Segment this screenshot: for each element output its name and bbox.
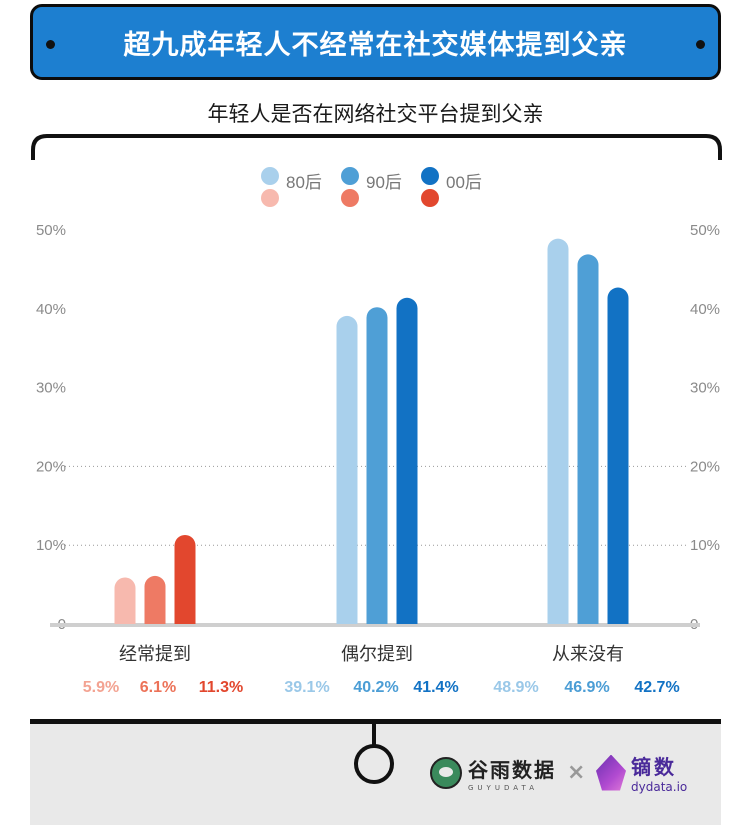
footer-stem — [372, 724, 376, 746]
y-tick-label-right: 20% — [690, 458, 720, 475]
bar-base — [366, 613, 388, 624]
bar-base — [607, 613, 629, 624]
dydata-sub: dydata.io — [631, 780, 688, 794]
dydata-logo: 镝数 dydata.io — [596, 751, 687, 794]
y-tick-label-left: 50% — [36, 222, 66, 239]
y-tick-label-left: 30% — [36, 380, 66, 397]
banner-title: 超九成年轻人不经常在社交媒体提到父亲 — [123, 29, 628, 61]
bar-base — [174, 613, 196, 624]
data-label: 48.9% — [493, 679, 538, 696]
bar — [607, 287, 629, 624]
data-label: 5.9% — [83, 679, 119, 696]
chart-area: 0010%10%20%20%30%30%40%40%50%50%80后90后00… — [31, 134, 722, 696]
data-label: 41.4% — [413, 679, 458, 696]
banner-dot-right — [696, 40, 705, 49]
bar-base — [577, 613, 599, 624]
bar — [336, 315, 358, 624]
bar — [366, 307, 388, 624]
x-category-label: 从来没有 — [552, 644, 624, 664]
banner-dot-left — [46, 40, 55, 49]
data-label: 42.7% — [634, 679, 679, 696]
guyu-bird-icon — [430, 757, 462, 789]
y-tick-label-right: 50% — [690, 222, 720, 239]
bar — [577, 254, 599, 625]
chart-title: 年轻人是否在网络社交平台提到父亲 — [207, 102, 544, 126]
data-label: 46.9% — [564, 679, 609, 696]
data-label: 40.2% — [353, 679, 398, 696]
bar-base — [396, 613, 418, 624]
bar-base — [144, 613, 166, 624]
cross-icon: × — [567, 760, 586, 785]
x-category-label: 经常提到 — [119, 644, 191, 664]
bar-base — [336, 613, 358, 624]
legend-swatch-red — [341, 189, 359, 207]
y-tick-label-left: 20% — [36, 458, 66, 475]
chart-frame-bracket — [31, 134, 722, 160]
footer-ring-icon — [354, 744, 394, 784]
data-label: 11.3% — [199, 679, 243, 696]
dydata-flame-icon — [596, 754, 626, 791]
guyu-sub: GUYUDATA — [468, 784, 538, 792]
bar-base — [547, 613, 569, 624]
bar — [114, 577, 136, 624]
guyu-name: 谷雨数据 — [468, 758, 556, 782]
legend-swatch-red — [261, 189, 279, 207]
footer-divider — [30, 719, 721, 724]
y-tick-label-right: 40% — [690, 301, 720, 318]
legend-swatch-blue — [261, 167, 279, 185]
y-tick-label-left: 10% — [36, 537, 66, 554]
dydata-name: 镝数 — [631, 755, 677, 779]
legend-swatch-blue — [421, 167, 439, 185]
data-label: 6.1% — [140, 679, 176, 696]
bar — [547, 238, 569, 624]
bar — [174, 534, 196, 624]
y-tick-label-left: 40% — [36, 301, 66, 318]
legend-swatch-red — [421, 189, 439, 207]
bar-base — [114, 613, 136, 624]
legend-label: 00后 — [446, 173, 482, 192]
y-tick-label-right: 10% — [690, 537, 720, 554]
bar — [144, 575, 166, 624]
y-tick-label-right: 30% — [690, 380, 720, 397]
data-label: 39.1% — [284, 679, 329, 696]
x-category-label: 偶尔提到 — [341, 644, 413, 664]
legend-label: 90后 — [366, 173, 402, 192]
legend-label: 80后 — [286, 173, 322, 192]
legend-swatch-blue — [341, 167, 359, 185]
guyu-logo: 谷雨数据 GUYUDATA — [430, 754, 556, 792]
bar — [396, 297, 418, 624]
title-banner: 超九成年轻人不经常在社交媒体提到父亲 — [30, 4, 721, 80]
